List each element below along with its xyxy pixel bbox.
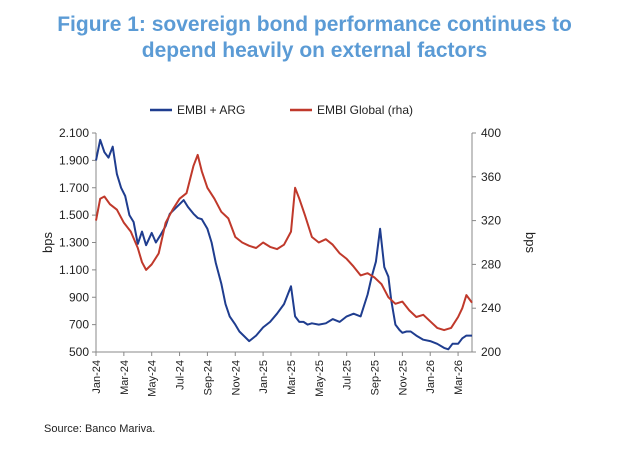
x-tick-label: Mar-26 xyxy=(453,360,465,395)
right-tick-label: 280 xyxy=(481,257,501,271)
series-line-embi-arg xyxy=(95,138,472,351)
left-tick-label: 700 xyxy=(69,318,89,332)
chart-title-line-2: depend heavily on external factors xyxy=(141,39,488,62)
left-tick-label: 1.900 xyxy=(59,153,89,167)
x-tick-label: Sep-24 xyxy=(202,360,214,395)
right-tick-label: 360 xyxy=(481,170,501,184)
x-tick-label: Jul-24 xyxy=(175,360,187,390)
x-tick-label: Nov-24 xyxy=(230,360,242,395)
left-tick-label: 2.100 xyxy=(59,126,89,140)
x-tick-label: Jan-25 xyxy=(258,360,270,394)
left-tick-label: 1.300 xyxy=(59,236,89,250)
chart-title-line-1: Figure 1: sovereign bond performance con… xyxy=(57,13,572,36)
left-tick-label: 1.500 xyxy=(59,208,89,222)
right-tick-label: 200 xyxy=(481,345,501,359)
left-tick-label: 900 xyxy=(69,290,89,304)
left-axis-label: bps xyxy=(40,232,55,253)
x-tick-label: Mar-25 xyxy=(286,360,298,395)
x-tick-label: Jan-24 xyxy=(91,360,103,394)
x-tick-label: May-25 xyxy=(314,360,326,397)
x-tick-label: Mar-24 xyxy=(119,360,131,395)
legend-embi-global-label: EMBI Global (rha) xyxy=(317,103,413,117)
chart-title: Figure 1: sovereign bond performance con… xyxy=(0,12,629,64)
x-tick-label: May-24 xyxy=(147,360,159,397)
right-tick-label: 400 xyxy=(481,126,501,140)
series-line-embi-global xyxy=(95,153,473,332)
x-tick-label: Nov-25 xyxy=(397,360,409,395)
source-note: Source: Banco Mariva. xyxy=(44,423,156,435)
right-tick-label: 320 xyxy=(481,214,501,228)
left-tick-label: 1.100 xyxy=(59,263,89,277)
x-tick-label: Jul-25 xyxy=(342,360,354,390)
right-axis-label: bps xyxy=(523,232,538,253)
left-tick-label: 1.700 xyxy=(59,181,89,195)
left-tick-label: 500 xyxy=(69,345,89,359)
right-tick-label: 240 xyxy=(481,301,501,315)
legend-embi-arg-label: EMBI + ARG xyxy=(177,103,245,117)
x-tick-label: Sep-25 xyxy=(370,360,382,395)
x-tick-label: Jan-26 xyxy=(425,360,437,394)
